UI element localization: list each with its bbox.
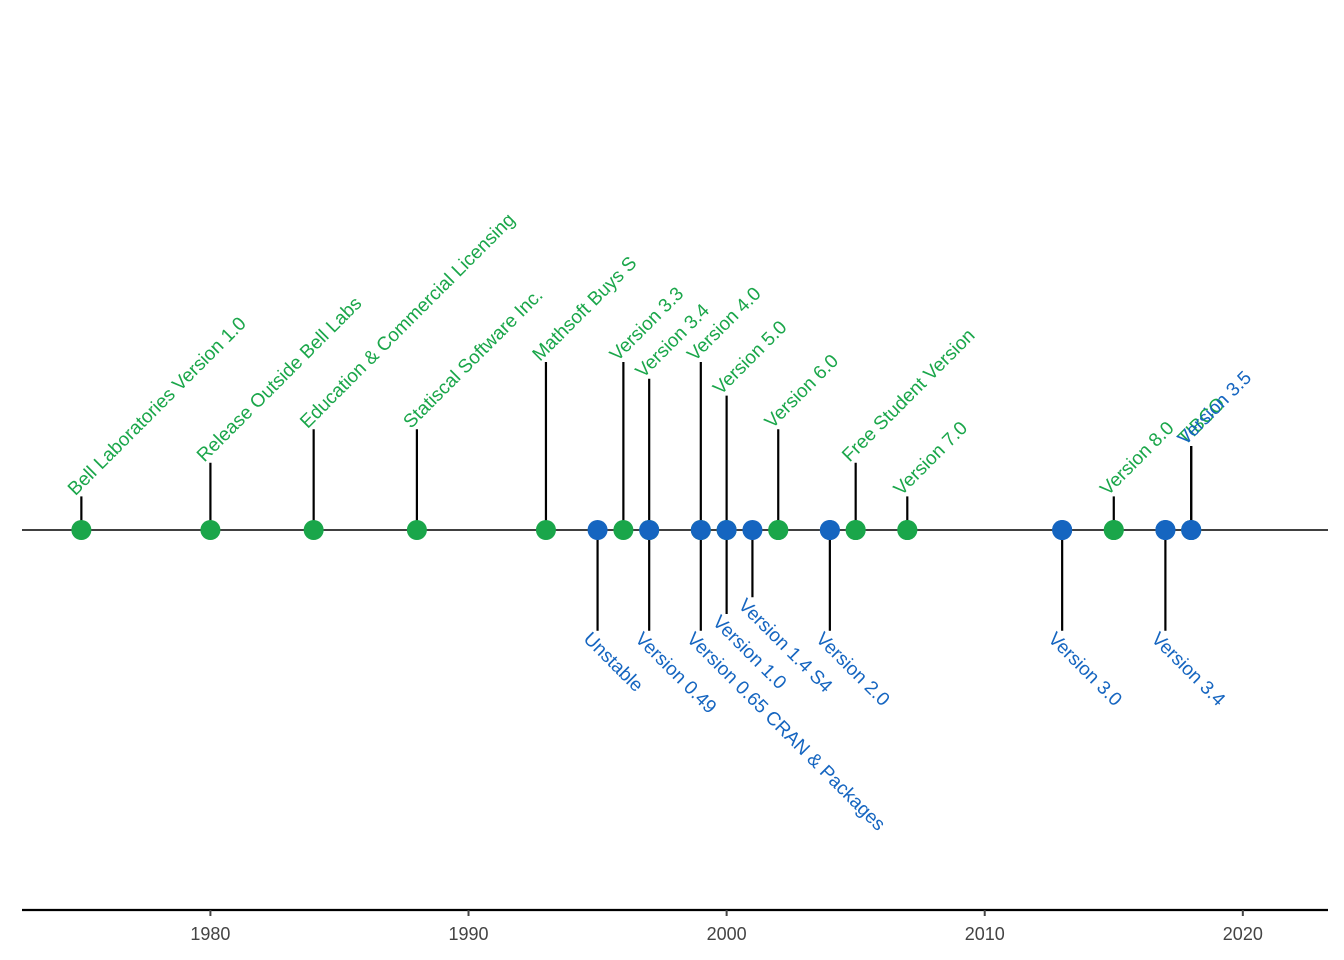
event-point xyxy=(897,520,918,540)
event-points xyxy=(71,520,1202,540)
event-point xyxy=(1103,520,1124,540)
x-axis-ticks: 1980 1990 2000 2010 2020 xyxy=(190,910,1263,944)
event-label: Version 6.0 xyxy=(761,351,843,433)
event-point xyxy=(690,520,711,540)
x-axis: 1980 1990 2000 2010 2020 xyxy=(22,908,1328,944)
x-tick-label: 1980 xyxy=(190,924,230,944)
x-tick-label: 2020 xyxy=(1223,924,1263,944)
event-point xyxy=(1181,520,1202,540)
event-point xyxy=(535,520,556,540)
event-label: Version 3.0 xyxy=(1044,629,1126,711)
x-tick-label: 1990 xyxy=(448,924,488,944)
event-point xyxy=(406,520,427,540)
event-point xyxy=(845,520,866,540)
event-point xyxy=(200,520,221,540)
event-label: Version 3.4 xyxy=(1147,629,1229,711)
event-point xyxy=(768,520,789,540)
event-point xyxy=(1155,520,1176,540)
event-label: Version 8.0 xyxy=(1096,418,1178,500)
x-tick-label: 2010 xyxy=(965,924,1005,944)
event-point xyxy=(639,520,660,540)
event-point xyxy=(819,520,840,540)
event-point xyxy=(587,520,608,540)
event-point xyxy=(303,520,324,540)
event-point xyxy=(613,520,634,540)
event-point xyxy=(71,520,92,540)
event-label: Version 7.0 xyxy=(890,418,972,500)
event-label: Version 3.5 xyxy=(1174,367,1256,449)
event-point xyxy=(716,520,737,540)
event-label: Bell Laboratories Version 1.0 xyxy=(64,313,251,500)
event-point xyxy=(742,520,763,540)
event-point xyxy=(1052,520,1073,540)
x-tick-label: 2000 xyxy=(707,924,747,944)
